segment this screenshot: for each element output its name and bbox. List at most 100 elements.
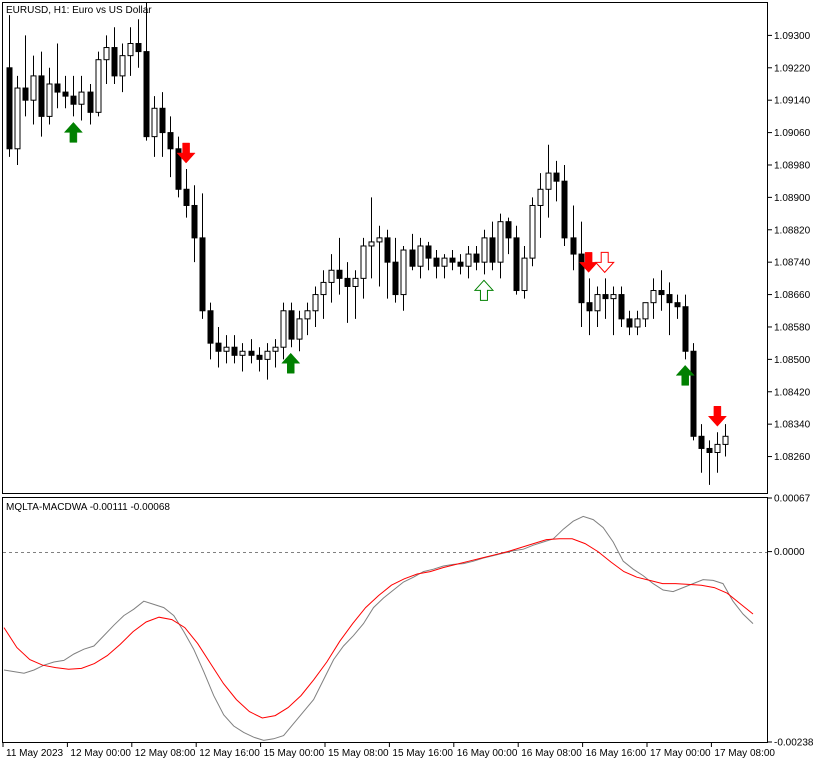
candle-body-bull: [239, 350, 246, 356]
candle-body-bull: [223, 346, 230, 352]
candle-body-bull: [368, 241, 375, 247]
candle-body-bull: [264, 350, 271, 360]
candle-body-bear: [682, 306, 689, 352]
candle-body-bear: [6, 67, 13, 150]
candle-body-bear: [658, 290, 665, 296]
candle-body-bull: [328, 269, 335, 283]
price-panel-frame: [2, 2, 768, 494]
indicator-line-macd: [3, 515, 754, 741]
price-tick-label: 1.08340: [774, 420, 811, 431]
candle-body-bear: [449, 257, 456, 263]
indicator-panel-frame: [2, 497, 768, 743]
candle-body-bull: [594, 294, 601, 312]
candle-body-bear: [135, 42, 142, 53]
candle-body-bear: [489, 237, 496, 263]
price-tick-label: 1.09060: [774, 128, 811, 139]
time-tick-label: 15 May 16:00: [392, 748, 453, 759]
candle-body-bear: [22, 87, 29, 101]
buy-signal-arrow-icon: [675, 364, 695, 386]
price-tick-label: 1.08820: [774, 225, 811, 236]
price-tick-label: 1.08500: [774, 355, 811, 366]
candle-body-bear: [62, 91, 69, 97]
sell-signal-arrow-icon: [594, 251, 615, 274]
candle-body-bear: [288, 310, 295, 340]
price-tick-label: 1.09140: [774, 96, 811, 107]
candle-body-bull: [30, 75, 37, 101]
candle-body-bear: [473, 253, 480, 263]
candle-body-bull: [14, 87, 21, 150]
candle-body-bear: [618, 294, 625, 320]
price-tick-label: 1.08900: [774, 193, 811, 204]
candle-body-bull: [376, 237, 383, 243]
candle-body-bear: [231, 346, 238, 356]
candle-body-bear: [425, 245, 432, 259]
indicator-lines: [3, 515, 754, 741]
candle-body-bear: [175, 148, 182, 190]
candle-body-bear: [392, 261, 399, 296]
time-tick-label: 15 May 00:00: [264, 748, 325, 759]
candle-body-bear: [578, 253, 585, 304]
buy-signal-arrow-icon: [473, 279, 495, 301]
price-tick-label: 1.09220: [774, 63, 811, 74]
candle-body-bull: [610, 294, 617, 300]
candle-body-bear: [698, 435, 705, 449]
candle-body-bear: [561, 180, 568, 239]
candle-body-bull: [304, 310, 311, 320]
candle-body-bear: [167, 132, 174, 150]
time-tick-label: 12 May 16:00: [199, 748, 260, 759]
candle-body-bear: [409, 249, 416, 267]
candle-body-bear: [70, 95, 77, 105]
candle-body-bull: [320, 281, 327, 296]
candle-body-bull: [537, 188, 544, 206]
candles: [6, 3, 729, 485]
candle-body-bear: [513, 237, 520, 292]
indicator-line-signal: [3, 538, 754, 719]
indicator-title: MQLTA-MACDWA -0.00111 -0.00068: [6, 502, 170, 513]
candle-body-bull: [634, 318, 641, 328]
price-tick-label: 1.08580: [774, 322, 811, 333]
time-tick-label: 17 May 08:00: [714, 748, 775, 759]
time-tick-label: 15 May 08:00: [328, 748, 389, 759]
price-tick-label: 1.08980: [774, 160, 811, 171]
candle-body-bear: [191, 204, 198, 239]
candle-body-bull: [529, 204, 536, 259]
time-tick-label: 12 May 00:00: [70, 748, 131, 759]
candle-body-bull: [119, 55, 126, 77]
candle-body-bull: [280, 310, 287, 348]
candle-body-bull: [642, 302, 649, 320]
chart-title: EURUSD, H1: Euro vs US Dollar: [6, 5, 152, 16]
indicator-tick-label: 0.00067: [774, 494, 811, 505]
candle-body-bull: [650, 290, 657, 304]
candle-body-bull: [465, 253, 472, 267]
candle-body-bull: [352, 277, 359, 287]
candle-body-bull: [103, 47, 110, 61]
time-tick-label: 12 May 08:00: [135, 748, 196, 759]
indicator-tick-label: 0.0000: [774, 547, 805, 558]
sell-signal-arrow-icon: [707, 406, 727, 427]
candle-body-bear: [183, 188, 190, 206]
time-tick-label: 17 May 00:00: [650, 748, 711, 759]
signal-arrows: [63, 122, 727, 427]
indicator-tick-label: -0.00238: [774, 738, 814, 749]
candle-body-bull: [521, 257, 528, 292]
candle-body-bear: [248, 350, 255, 356]
buy-signal-arrow-icon: [63, 122, 83, 143]
candle-body-bear: [690, 350, 697, 437]
candle-body-bull: [497, 221, 504, 263]
candle-body-bear: [457, 261, 464, 267]
candle-body-bull: [714, 443, 721, 454]
candle-body-bull: [441, 257, 448, 267]
candle-body-bear: [626, 318, 633, 328]
candle-body-bear: [344, 277, 351, 287]
time-axis: 11 May 2023 12 May 00:00 12 May 08:00 12 Ma…: [2, 742, 775, 759]
time-tick-label: 11 May 2023: [6, 748, 64, 759]
candle-body-bear: [666, 294, 673, 304]
price-tick-label: 1.08660: [774, 290, 811, 301]
candle-body-bear: [384, 237, 391, 263]
candle-body-bear: [215, 342, 222, 352]
buy-signal-arrow-icon: [281, 352, 301, 374]
candle-body-bull: [78, 91, 85, 105]
time-tick-label: 16 May 16:00: [586, 748, 647, 759]
candle-body-bull: [272, 346, 279, 352]
